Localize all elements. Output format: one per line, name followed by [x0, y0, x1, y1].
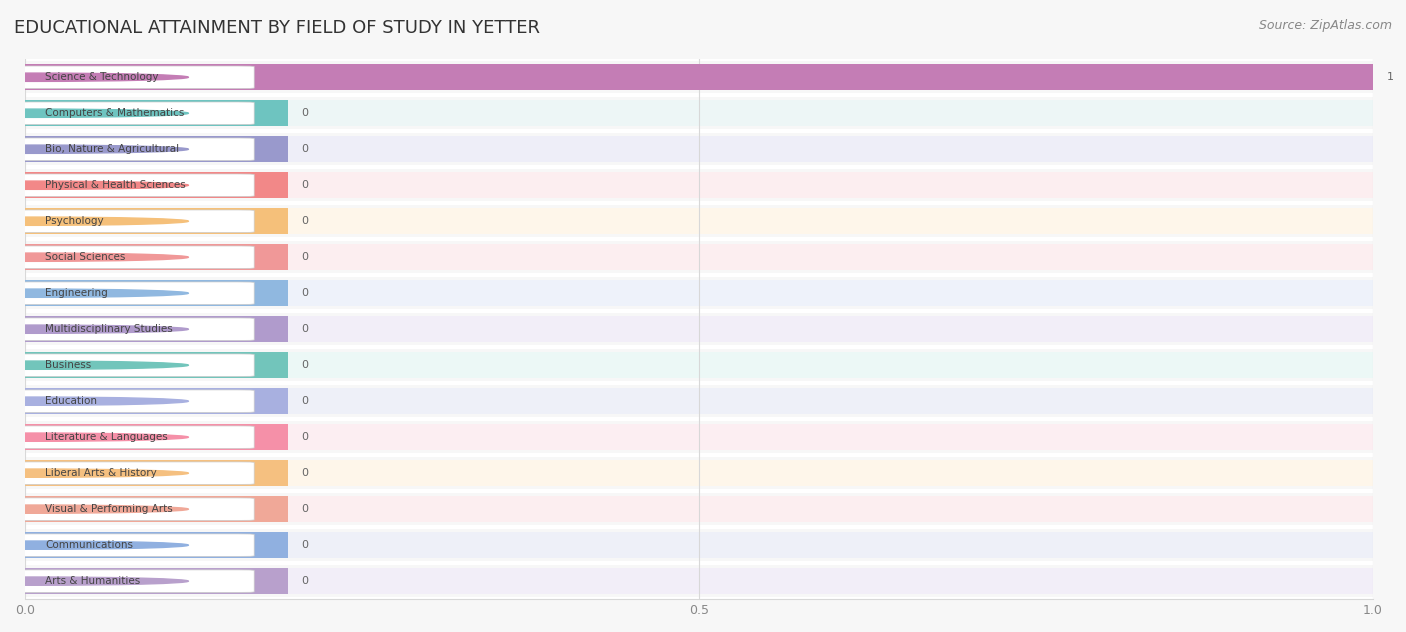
FancyBboxPatch shape	[25, 173, 1374, 198]
Text: Communications: Communications	[45, 540, 134, 550]
Text: Business: Business	[45, 360, 91, 370]
Text: Science & Technology: Science & Technology	[45, 72, 159, 82]
FancyBboxPatch shape	[25, 316, 288, 342]
FancyBboxPatch shape	[13, 210, 254, 233]
Circle shape	[0, 289, 188, 297]
Text: Source: ZipAtlas.com: Source: ZipAtlas.com	[1258, 19, 1392, 32]
Text: 0: 0	[301, 576, 308, 586]
Circle shape	[0, 73, 188, 82]
FancyBboxPatch shape	[25, 100, 288, 126]
FancyBboxPatch shape	[25, 460, 1374, 486]
FancyBboxPatch shape	[13, 246, 254, 269]
Text: Physical & Health Sciences: Physical & Health Sciences	[45, 180, 186, 190]
Text: 0: 0	[301, 468, 308, 478]
Text: 1: 1	[1386, 72, 1393, 82]
Text: 0: 0	[301, 432, 308, 442]
Circle shape	[0, 469, 188, 477]
Text: Visual & Performing Arts: Visual & Performing Arts	[45, 504, 173, 514]
Text: Multidisciplinary Studies: Multidisciplinary Studies	[45, 324, 173, 334]
Circle shape	[0, 217, 188, 226]
FancyBboxPatch shape	[25, 496, 288, 522]
FancyBboxPatch shape	[25, 209, 288, 234]
FancyBboxPatch shape	[25, 100, 1374, 126]
Circle shape	[0, 181, 188, 190]
Text: 0: 0	[301, 108, 308, 118]
FancyBboxPatch shape	[25, 388, 1374, 414]
FancyBboxPatch shape	[25, 137, 1374, 162]
FancyBboxPatch shape	[25, 316, 1374, 342]
FancyBboxPatch shape	[25, 173, 288, 198]
FancyBboxPatch shape	[25, 568, 1374, 594]
Text: Arts & Humanities: Arts & Humanities	[45, 576, 141, 586]
Text: 0: 0	[301, 180, 308, 190]
Text: 0: 0	[301, 360, 308, 370]
Text: 0: 0	[301, 288, 308, 298]
Circle shape	[0, 325, 188, 333]
FancyBboxPatch shape	[25, 532, 288, 558]
FancyBboxPatch shape	[13, 174, 254, 197]
FancyBboxPatch shape	[25, 424, 288, 450]
FancyBboxPatch shape	[25, 209, 1374, 234]
Text: EDUCATIONAL ATTAINMENT BY FIELD OF STUDY IN YETTER: EDUCATIONAL ATTAINMENT BY FIELD OF STUDY…	[14, 19, 540, 37]
Text: Computers & Mathematics: Computers & Mathematics	[45, 108, 184, 118]
FancyBboxPatch shape	[25, 460, 288, 486]
FancyBboxPatch shape	[25, 424, 1374, 450]
FancyBboxPatch shape	[13, 66, 254, 88]
FancyBboxPatch shape	[13, 390, 254, 413]
Circle shape	[0, 541, 188, 549]
Circle shape	[0, 397, 188, 405]
Text: Education: Education	[45, 396, 97, 406]
Text: 0: 0	[301, 396, 308, 406]
Circle shape	[0, 109, 188, 118]
Text: 0: 0	[301, 216, 308, 226]
Text: Social Sciences: Social Sciences	[45, 252, 125, 262]
FancyBboxPatch shape	[13, 354, 254, 377]
FancyBboxPatch shape	[13, 534, 254, 556]
Circle shape	[0, 361, 188, 369]
FancyBboxPatch shape	[13, 102, 254, 125]
FancyBboxPatch shape	[25, 496, 1374, 522]
FancyBboxPatch shape	[25, 352, 1374, 378]
Text: 0: 0	[301, 540, 308, 550]
FancyBboxPatch shape	[25, 280, 1374, 306]
Text: Liberal Arts & History: Liberal Arts & History	[45, 468, 157, 478]
Text: 0: 0	[301, 144, 308, 154]
Circle shape	[0, 145, 188, 154]
Text: 0: 0	[301, 252, 308, 262]
FancyBboxPatch shape	[13, 282, 254, 305]
FancyBboxPatch shape	[13, 498, 254, 520]
FancyBboxPatch shape	[13, 138, 254, 161]
Text: Engineering: Engineering	[45, 288, 108, 298]
Text: Literature & Languages: Literature & Languages	[45, 432, 167, 442]
FancyBboxPatch shape	[25, 244, 1374, 270]
Bar	[25, 64, 1374, 90]
Text: Psychology: Psychology	[45, 216, 104, 226]
FancyBboxPatch shape	[25, 244, 288, 270]
Circle shape	[0, 433, 188, 441]
FancyBboxPatch shape	[25, 532, 1374, 558]
FancyBboxPatch shape	[13, 426, 254, 448]
FancyBboxPatch shape	[13, 570, 254, 592]
Text: 0: 0	[301, 324, 308, 334]
FancyBboxPatch shape	[25, 352, 288, 378]
FancyBboxPatch shape	[25, 280, 288, 306]
FancyBboxPatch shape	[25, 64, 1374, 90]
Text: Bio, Nature & Agricultural: Bio, Nature & Agricultural	[45, 144, 180, 154]
Circle shape	[0, 505, 188, 513]
FancyBboxPatch shape	[13, 318, 254, 341]
FancyBboxPatch shape	[13, 462, 254, 484]
FancyBboxPatch shape	[25, 137, 288, 162]
FancyBboxPatch shape	[25, 568, 288, 594]
Circle shape	[0, 577, 188, 585]
FancyBboxPatch shape	[25, 388, 288, 414]
Circle shape	[0, 253, 188, 262]
Text: 0: 0	[301, 504, 308, 514]
